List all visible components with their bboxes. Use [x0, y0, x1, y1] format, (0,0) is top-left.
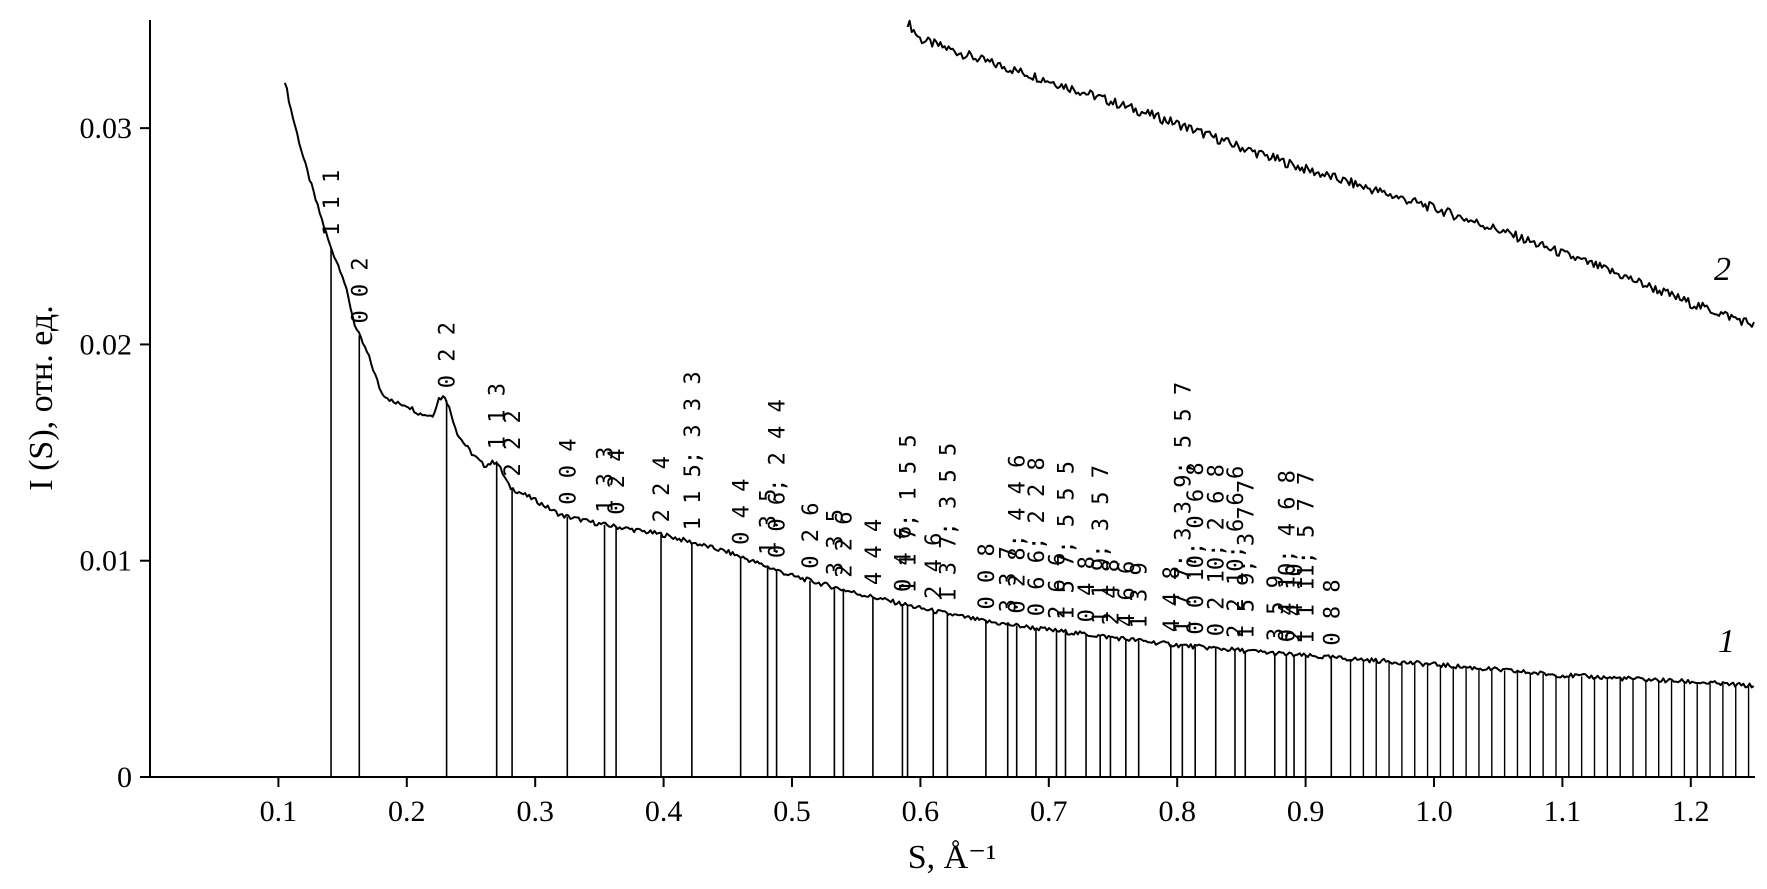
- reflection-label: 0 6 6; 2 2 8: [1025, 457, 1050, 616]
- x-ticks: 0.1 0.2 0.3 0.4 0.5 0.6 0.7 0.8 0.9 1.0 1.1 1.2: [260, 777, 1710, 828]
- reflection-label: 1 1 1: [320, 170, 345, 236]
- y-tick-label: 0.03: [80, 112, 133, 145]
- x-tick-label: 0.3: [516, 795, 554, 828]
- reflection-label: 0 0 6; 2 4 4: [766, 399, 791, 558]
- reflection-label: 1 7 7; 3 3 9; 5 5 7: [1171, 382, 1196, 634]
- reflection-label: 1 1 11; 5 7 7: [1295, 472, 1320, 644]
- x-axis-title: S, Å⁻¹: [908, 839, 997, 876]
- reflection-label: 2 6 6: [1046, 553, 1071, 619]
- reflection-label: 2 4 6: [922, 533, 947, 599]
- reflection-label: 0 4 6: [891, 526, 916, 592]
- reflection-label: 3 5 9: [1264, 575, 1289, 641]
- reflection-label: 1 5 7; 5 5 5: [1054, 461, 1079, 620]
- reflection-label: 4 4 8: [1160, 566, 1185, 632]
- reflection-label: 0 2 2: [436, 322, 461, 388]
- x-tick-label: 0.7: [1030, 795, 1068, 828]
- reflection-label: 3 3 7: [997, 546, 1022, 612]
- x-tick-label: 0.5: [773, 795, 811, 828]
- reflection-label: 1 1 7; 1 5 5: [897, 434, 922, 593]
- series-1-curve: [283, 82, 1755, 689]
- reflection-label: 0 2 8; 4 4 6: [1006, 455, 1031, 614]
- x-tick-label: 0.6: [902, 795, 940, 828]
- y-ticks: 0 0.01 0.02 0.03: [80, 112, 150, 794]
- reflection-label: 2 4 10: [1283, 563, 1308, 642]
- reflection-label: 1 3 9: [1128, 562, 1153, 628]
- x-tick-label: 0.2: [388, 795, 426, 828]
- reflection-label: 1 1 9; 3 5 7: [1089, 465, 1114, 624]
- reflection-label: 0 2 6: [799, 502, 824, 568]
- reflection-label: 2 2 4: [650, 456, 675, 522]
- reflection-label: 1 1 3: [486, 383, 511, 449]
- reflection-label: 0 4 4: [730, 479, 755, 545]
- series-1-label: 1: [1718, 623, 1735, 660]
- x-tick-label: 1.1: [1544, 795, 1582, 828]
- reflection-label: 2 2 6: [832, 511, 857, 577]
- y-tick-label: 0.02: [80, 328, 133, 361]
- x-tick-label: 1.2: [1672, 795, 1710, 828]
- x-tick-label: 0.1: [260, 795, 298, 828]
- series-2-curve: [906, 19, 1755, 328]
- reflection-label: 3 3 5: [823, 509, 848, 575]
- reflection-label: 1 3 7; 3 5 5: [936, 443, 961, 602]
- x-tick-label: 1.0: [1415, 795, 1453, 828]
- x-tick-label: 0.4: [645, 795, 683, 828]
- reflection-label: 1 3 5: [757, 489, 782, 555]
- reflection-label: 0 8 8: [1320, 579, 1345, 645]
- x-tick-label: 0.8: [1158, 795, 1196, 828]
- axes: [149, 20, 1755, 778]
- reflection-label: 0 4 10; 4 6 8: [1275, 470, 1300, 642]
- reflection-label: 1 3 3: [594, 447, 619, 513]
- data-curves: [283, 19, 1755, 689]
- series-2-label: 2: [1714, 251, 1731, 288]
- reflection-label: 0 2 10; 2 6 8: [1205, 464, 1230, 636]
- y-tick-label: 0: [117, 761, 132, 794]
- x-tick-label: 0.9: [1287, 795, 1325, 828]
- reflection-label: 2 4 8: [1099, 559, 1124, 625]
- reflection-label: 0 0 2: [348, 257, 373, 323]
- reflection-label: 0 2 4: [605, 449, 630, 515]
- reflection-lines: [246, 247, 1750, 778]
- reflection-label: 0 0 10; 0 6 8: [1184, 462, 1209, 634]
- reflection-labels: 1 1 10 0 2 0 2 2 1 1 32 2 2 0 0 4 1 3 30 2 4…: [320, 170, 1345, 646]
- reflection-label: 2 2 10; 6 6 6: [1224, 466, 1249, 638]
- reflection-label: 4 4 4: [862, 519, 887, 585]
- reflection-label: 1 1 5; 3 3 3: [681, 371, 706, 530]
- reflection-label: 2 2 2: [501, 410, 526, 476]
- y-tick-label: 0.01: [80, 545, 133, 578]
- reflection-label: 0 0 8: [975, 543, 1000, 609]
- y-axis-title: I (S), отн. ед.: [23, 305, 60, 490]
- reflection-label: 0 0 4: [556, 439, 581, 505]
- reflection-label: 1 5 9; 3 7 7: [1234, 480, 1259, 639]
- reflection-label: 0 4 8: [1075, 556, 1100, 622]
- reflection-label: 4 6 6: [1115, 561, 1140, 627]
